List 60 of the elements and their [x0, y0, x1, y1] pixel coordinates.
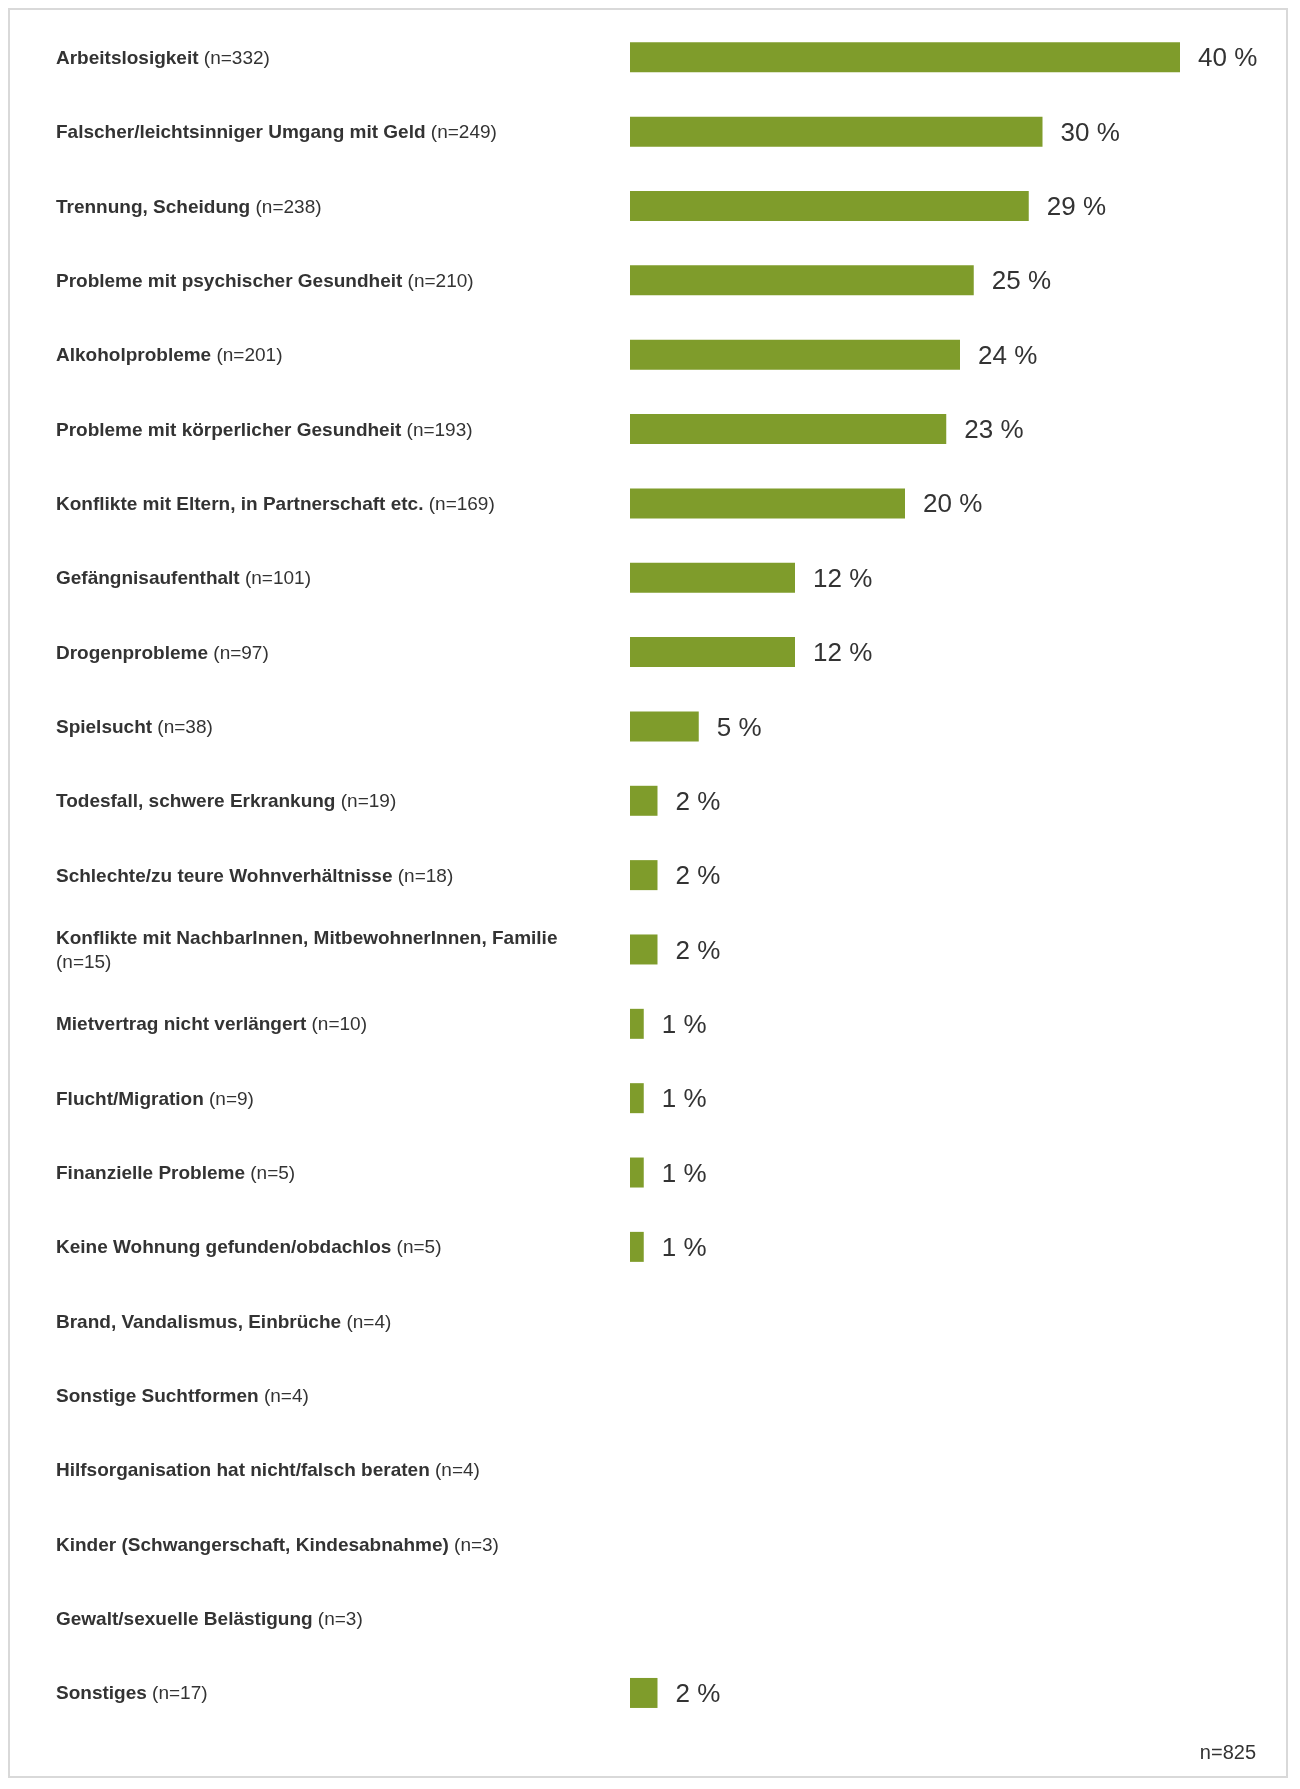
bar	[630, 860, 658, 891]
category-label: Konflikte mit NachbarInnen, MitbewohnerInnen, Familie (n=15)	[56, 927, 558, 972]
y-tick-label: Trennung, Scheidung (n=238)	[56, 195, 322, 217]
data-label: 1 %	[661, 1083, 707, 1114]
bar	[630, 1083, 644, 1114]
y-tick-label: Spielsucht (n=38)	[56, 715, 213, 737]
y-tick-label: Probleme mit psychischer Gesundheit (n=210)	[56, 269, 474, 291]
data-label: 2 %	[675, 934, 721, 965]
y-tick-label: Flucht/Migration (n=9)	[56, 1087, 254, 1109]
y-tick-label: Gefängnisaufenthalt (n=101)	[56, 567, 311, 589]
bar	[630, 1677, 658, 1708]
bar	[630, 637, 795, 668]
y-tick-label: Finanzielle Probleme (n=5)	[56, 1162, 296, 1184]
bar	[630, 1231, 644, 1262]
bar	[630, 785, 658, 816]
data-label: 29 %	[1046, 191, 1107, 222]
data-label: 40 %	[1198, 42, 1258, 73]
data-label: 20 %	[923, 488, 983, 519]
text: n=825	[1199, 1741, 1256, 1764]
data-label: 2 %	[675, 785, 721, 816]
bar	[630, 488, 905, 519]
data-label: 12 %	[813, 562, 873, 593]
y-tick-label: Todesfall, schwere Erkrankung (n=19)	[56, 790, 397, 812]
y-tick-label: Arbeitslosigkeit (n=332)	[56, 46, 270, 68]
data-label: 23 %	[964, 414, 1024, 445]
data-label: 24 %	[978, 339, 1038, 370]
bar	[630, 265, 974, 296]
data-label: 1 %	[661, 1008, 707, 1039]
bar	[630, 562, 795, 593]
bar	[630, 191, 1029, 221]
y-tick-label: Konflikte mit Eltern, in Partnerschaft etc. (n=169)	[56, 492, 495, 514]
data-label: 25 %	[991, 265, 1052, 296]
data-label: 12 %	[813, 637, 873, 668]
y-tick-label: Hilfsorganisation hat nicht/falsch beraten (n=4)	[56, 1459, 480, 1481]
bar	[630, 1157, 644, 1188]
y-tick-label: Kinder (Schwangerschaft, Kindesabnahme) (n=3)	[56, 1533, 499, 1555]
data-label: 2 %	[675, 860, 721, 891]
bar	[630, 339, 960, 370]
data-label: 2 %	[675, 1678, 721, 1709]
bar	[630, 414, 947, 445]
y-tick-label: Drogenprobleme (n=97)	[56, 641, 269, 663]
y-tick-label: Schlechte/zu teure Wohnverhältnisse (n=18)	[56, 864, 454, 886]
y-tick-label: Probleme mit körperlicher Gesundheit (n=193)	[56, 418, 473, 440]
y-tick-label: Brand, Vandalismus, Einbrüche (n=4)	[56, 1310, 392, 1332]
y-tick-label: Mietvertrag nicht verlängert (n=10)	[56, 1013, 367, 1035]
data-label: 1 %	[661, 1231, 707, 1262]
y-tick-label: Keine Wohnung gefunden/obdachlos (n=5)	[56, 1236, 442, 1258]
y-tick-label: Falscher/leichtsinniger Umgang mit Geld (n=249)	[56, 121, 497, 143]
bar	[630, 711, 699, 742]
bar	[630, 42, 1180, 73]
data-label: 30 %	[1060, 116, 1120, 147]
data-label: 5 %	[716, 711, 762, 742]
data-label: 1 %	[661, 1157, 707, 1188]
y-tick-label: Sonstige Suchtformen (n=4)	[56, 1385, 309, 1407]
y-tick-label: Gewalt/sexuelle Belästigung (n=3)	[56, 1608, 363, 1630]
bar	[630, 934, 658, 965]
y-tick-label: Alkoholprobleme (n=201)	[56, 344, 283, 366]
bar	[630, 1008, 644, 1039]
y-tick-label: Sonstiges (n=17)	[56, 1682, 208, 1704]
bar	[630, 116, 1043, 147]
